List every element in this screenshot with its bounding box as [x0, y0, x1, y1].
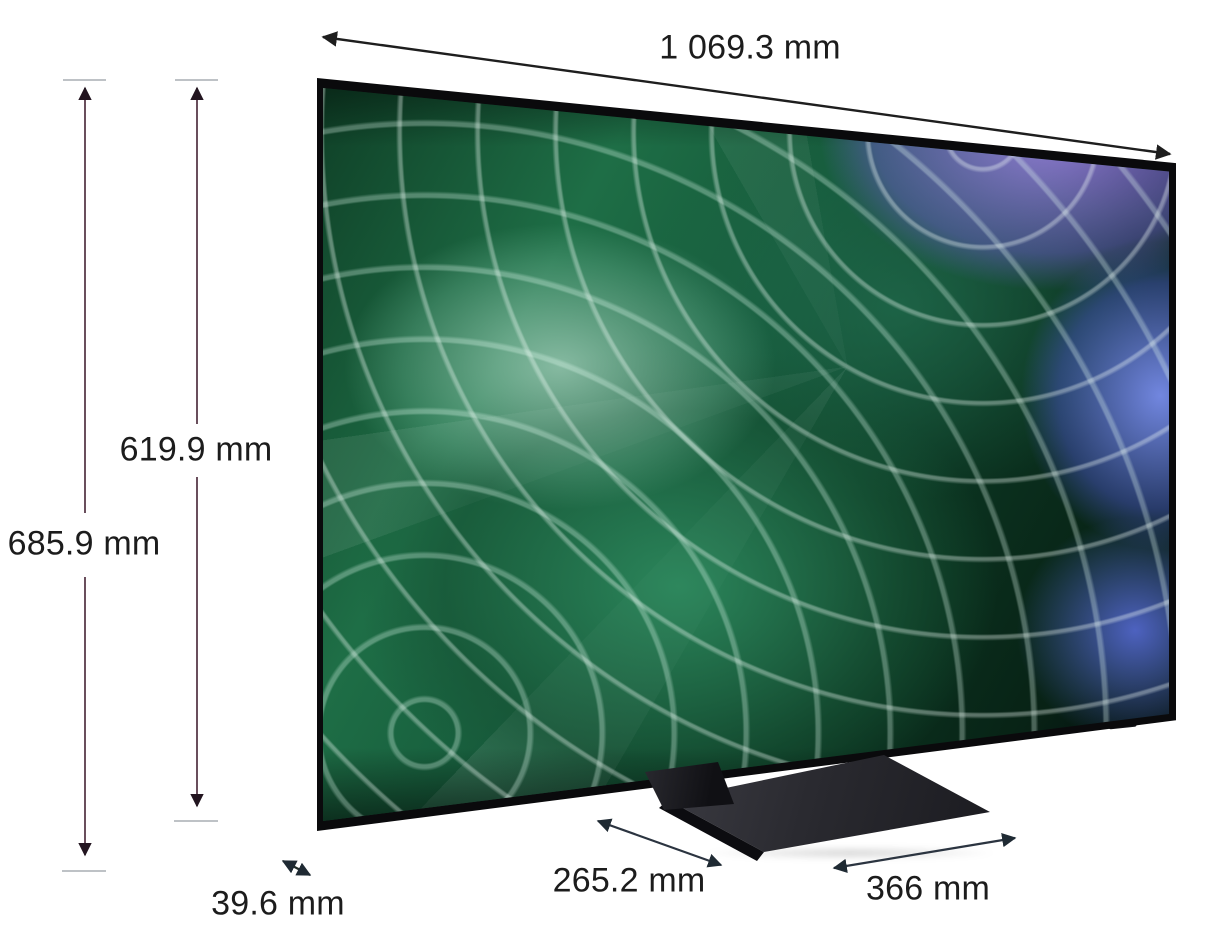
extension-lines [62, 79, 218, 872]
stand-depth-dimension-arrow [596, 818, 723, 868]
stand-width-dimension-arrow [832, 833, 1017, 873]
stand-depth-dimension-label: 265.2 mm [552, 861, 706, 900]
depth-dimension-label: 39.6 mm [211, 884, 345, 923]
width-dimension-arrow [321, 31, 1172, 160]
tv-screen-artwork [323, 88, 1169, 821]
height-with-stand-label: 685.9 mm [7, 524, 161, 563]
depth-dimension-arrow [281, 860, 312, 876]
height-without-stand-label: 619.9 mm [119, 430, 273, 469]
stand-width-dimension-label: 366 mm [865, 869, 991, 908]
